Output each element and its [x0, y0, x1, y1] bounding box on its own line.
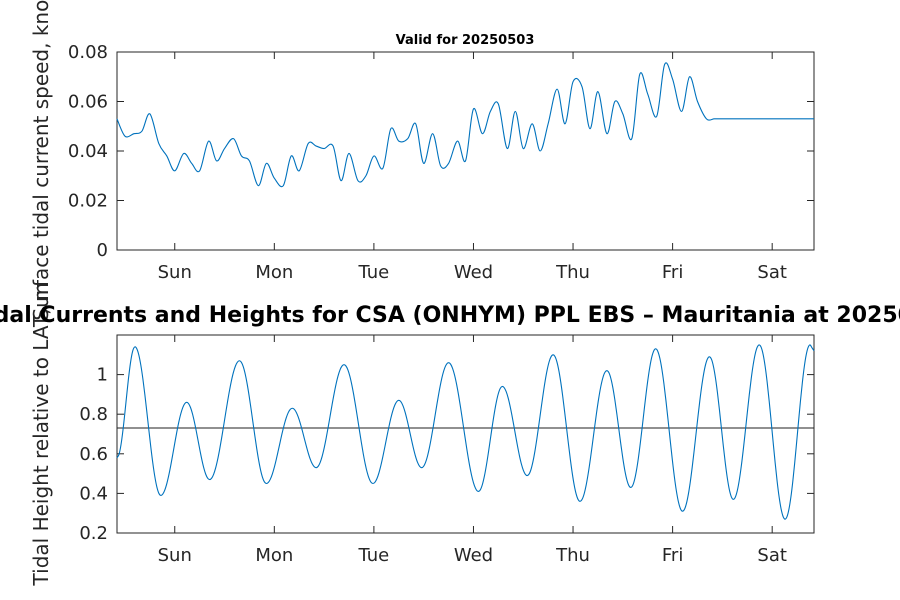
- current-speed-plot-area: [116, 51, 815, 251]
- tidal-height-x-tick-label: Thu: [555, 545, 590, 566]
- tidal-height-x-tick-label: Fri: [662, 545, 683, 566]
- current-speed-series-line: [116, 62, 814, 188]
- tidal-height-series-line: [116, 344, 815, 520]
- tidal-height-ticks: 0.2 0.4 0.6 0.8 1 Sun Mon Tue Wed Thu Fri Sat: [79, 335, 814, 566]
- tidal-height-y-tick-label: 1: [97, 365, 108, 386]
- tidal-height-plot-area: [116, 334, 815, 534]
- current-speed-x-tick-label: Thu: [555, 262, 590, 283]
- tidal-height-y-axis-label: Tidal Height relative to LAT, m: [29, 283, 53, 587]
- current-speed-x-tick-label: Sat: [757, 262, 787, 283]
- tidal-height-y-tick-label: 0.6: [79, 444, 108, 465]
- current-speed-y-tick-label: 0.04: [68, 141, 108, 162]
- tidal-height-y-tick-label: 0.8: [79, 404, 108, 425]
- tidal-height-axes: 0.2 0.4 0.6 0.8 1 Sun Mon Tue Wed Thu Fri Sat Tidal…: [29, 283, 815, 587]
- current-speed-y-tick-label: 0.06: [68, 92, 108, 113]
- tidal-height-y-tick-label: 0.4: [79, 483, 108, 504]
- tidal-height-x-tick-label: Wed: [454, 545, 493, 566]
- tidal-height-x-tick-label: Mon: [255, 545, 293, 566]
- tidal-height-y-tick-label: 0.2: [79, 523, 108, 544]
- current-speed-y-tick-label: 0.08: [68, 42, 108, 63]
- current-speed-y-tick-label: 0.02: [68, 191, 108, 212]
- current-speed-title: Valid for 20250503: [396, 33, 535, 48]
- figure-title: Tidal Currents and Heights for CSA (ONHY…: [0, 303, 900, 328]
- current-speed-x-tick-label: Wed: [454, 262, 493, 283]
- tidal-height-x-tick-label: Sun: [158, 545, 192, 566]
- current-speed-ticks: 0 0.02 0.04 0.06 0.08 Sun Mon Tue Wed Thu Fri Sat: [68, 42, 814, 283]
- current-speed-x-tick-label: Sun: [158, 262, 192, 283]
- tidal-height-x-tick-label: Sat: [757, 545, 787, 566]
- current-speed-y-axis-label: Surface tidal current speed, knots: [29, 0, 53, 321]
- current-speed-axes: Valid for 20250503 0 0.02 0.04 0.06 0.08 Sun M…: [29, 0, 815, 321]
- current-speed-x-tick-label: Tue: [358, 262, 390, 283]
- current-speed-x-tick-label: Fri: [662, 262, 683, 283]
- current-speed-y-tick-label: 0: [97, 240, 108, 261]
- current-speed-x-tick-label: Mon: [255, 262, 293, 283]
- tidal-height-x-tick-label: Tue: [358, 545, 390, 566]
